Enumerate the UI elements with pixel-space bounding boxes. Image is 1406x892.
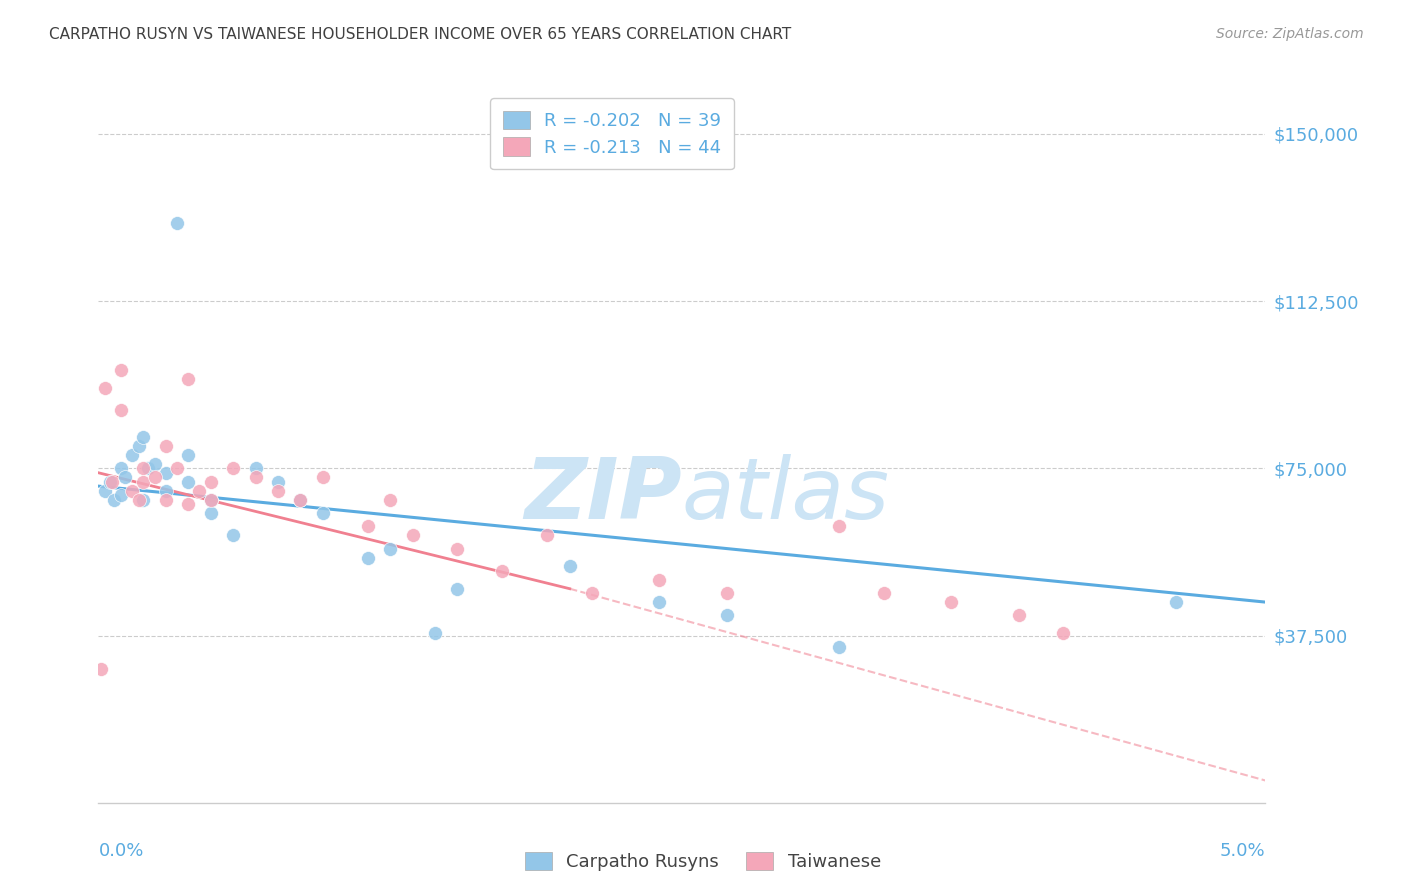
Point (94, 381, 117, 395)
Legend: R = -0.202   N = 39, R = -0.213   N = 44: R = -0.202 N = 39, R = -0.213 N = 44 (489, 98, 734, 169)
Point (98, 475, 121, 489)
Text: atlas: atlas (682, 454, 890, 538)
Text: 0.0%: 0.0% (98, 842, 143, 860)
Point (110, 461, 132, 475)
Point (110, 363, 132, 377)
Point (136, 461, 159, 475)
Point (290, 492, 312, 507)
Point (132, 492, 155, 507)
Point (177, 497, 200, 511)
Point (716, 586, 738, 600)
Point (446, 582, 468, 596)
Point (245, 461, 267, 475)
Point (536, 528, 558, 542)
Point (581, 586, 603, 600)
Point (166, 216, 188, 230)
Point (177, 475, 200, 489)
Point (290, 492, 312, 507)
Point (143, 457, 166, 471)
Point (128, 439, 150, 453)
Point (143, 470, 166, 484)
Point (648, 573, 671, 587)
Point (103, 492, 125, 507)
Point (110, 488, 132, 502)
Point (200, 492, 222, 507)
Point (132, 430, 155, 444)
Point (1007, 608, 1029, 623)
Point (1052, 626, 1074, 640)
Point (378, 541, 402, 556)
Point (155, 492, 177, 507)
Point (114, 470, 136, 484)
Point (110, 403, 132, 417)
Point (245, 470, 267, 484)
Point (121, 448, 143, 462)
Point (155, 439, 177, 453)
Text: Source: ZipAtlas.com: Source: ZipAtlas.com (1216, 27, 1364, 41)
Point (1164, 595, 1187, 609)
Point (200, 506, 222, 520)
Point (177, 448, 200, 462)
Point (378, 492, 402, 507)
Point (401, 528, 423, 542)
Point (558, 559, 581, 574)
Point (267, 483, 290, 498)
Text: 5.0%: 5.0% (1220, 842, 1265, 860)
Point (648, 595, 671, 609)
Point (166, 461, 188, 475)
Point (101, 475, 124, 489)
Point (446, 541, 468, 556)
Point (132, 475, 155, 489)
Point (222, 461, 245, 475)
Point (188, 483, 211, 498)
Point (828, 640, 851, 654)
Point (132, 461, 155, 475)
Text: CARPATHO RUSYN VS TAIWANESE HOUSEHOLDER INCOME OVER 65 YEARS CORRELATION CHART: CARPATHO RUSYN VS TAIWANESE HOUSEHOLDER … (49, 27, 792, 42)
Point (357, 550, 380, 565)
Point (423, 626, 446, 640)
Point (121, 483, 143, 498)
Point (222, 528, 245, 542)
Point (312, 506, 335, 520)
Point (155, 466, 177, 480)
Legend: Carpatho Rusyns, Taiwanese: Carpatho Rusyns, Taiwanese (517, 845, 889, 879)
Point (128, 492, 150, 507)
Point (90, 662, 112, 676)
Point (873, 586, 896, 600)
Point (716, 608, 738, 623)
Point (200, 492, 222, 507)
Point (177, 372, 200, 386)
Point (491, 564, 513, 578)
Point (312, 470, 335, 484)
Text: ZIP: ZIP (524, 454, 682, 538)
Point (828, 519, 851, 533)
Point (267, 475, 290, 489)
Point (94, 483, 117, 498)
Point (200, 475, 222, 489)
Point (941, 595, 963, 609)
Point (357, 519, 380, 533)
Point (155, 483, 177, 498)
